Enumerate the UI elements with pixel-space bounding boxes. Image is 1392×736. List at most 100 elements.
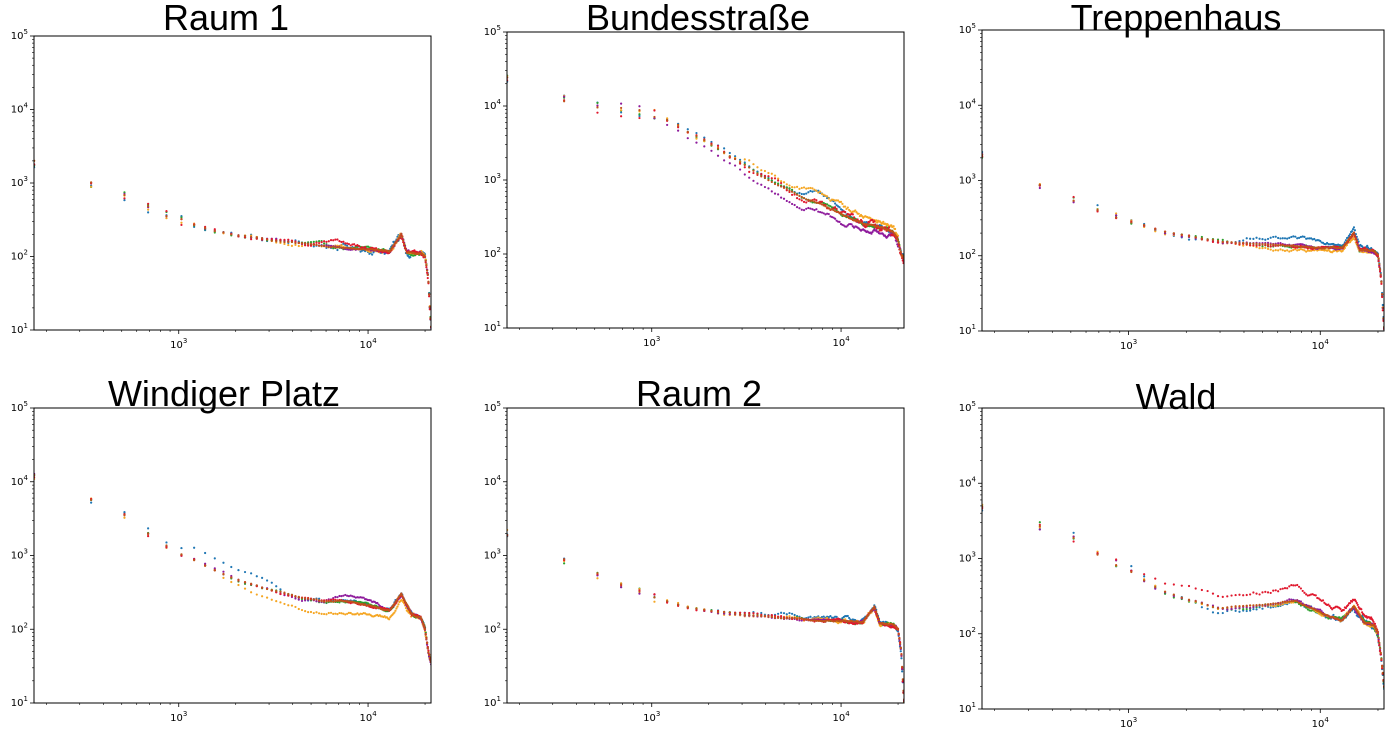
data-point [147,208,150,211]
data-point [1115,212,1118,215]
data-point [1269,591,1272,595]
data-point [1290,244,1293,247]
subplot-title: Windiger Platz [108,373,340,414]
data-point [315,243,318,247]
data-point [870,232,873,235]
data-point [1306,605,1309,609]
x-tick-label: 103 [170,710,187,724]
data-point [805,198,808,201]
data-point [1272,249,1275,252]
data-point [304,242,307,245]
data-point [1305,245,1308,248]
data-point [1306,249,1309,252]
data-point [805,618,808,621]
data-point [1249,242,1252,245]
data-point [403,242,406,245]
data-point [1381,309,1384,312]
data-point [1277,602,1280,605]
data-point [408,608,411,611]
data-point [834,206,837,209]
data-point [1230,605,1233,608]
data-point [819,211,822,214]
data-point [344,242,347,245]
data-point [677,126,680,129]
data-point [819,619,822,623]
data-point [1211,611,1215,614]
data-point [876,221,879,224]
data-point [390,248,393,251]
plot-frame [506,407,905,704]
data-point [1351,237,1355,241]
x-tick-label: 103 [643,335,660,349]
data-point [1245,609,1248,613]
data-point [1038,528,1041,531]
y-tick-label: 102 [11,621,28,635]
data-point [666,117,669,120]
data-point [294,243,297,247]
data-point [1283,244,1287,247]
data-point [826,203,829,206]
data-point [325,613,328,616]
data-point [325,240,328,243]
data-point [1281,603,1284,606]
data-point [790,193,794,196]
data-point [346,248,349,251]
data-point [777,616,780,619]
data-point [349,600,352,603]
data-point [1277,244,1280,247]
data-point [1211,592,1215,595]
y-tick-label: 101 [484,695,501,709]
data-point [1348,233,1352,236]
data-point [734,155,737,158]
data-point [800,619,803,622]
data-point [788,611,791,615]
data-point [855,211,858,214]
data-point [1358,613,1361,616]
data-point [1249,604,1252,607]
data-point [1372,620,1375,623]
plot-frame [33,35,432,331]
data-point [425,637,428,640]
data-point [1344,606,1348,610]
data-point [817,616,820,619]
data-point [300,244,304,248]
data-point [728,155,731,158]
data-point [743,166,746,169]
data-point [394,609,397,612]
data-point [1261,243,1264,246]
data-point [1305,250,1308,253]
data-point [347,611,351,614]
data-point [752,169,755,172]
data-point [362,596,365,599]
data-point [820,203,824,206]
data-point [406,604,409,607]
data-point [1187,238,1191,241]
data-point [1234,241,1237,244]
data-point [1258,606,1261,609]
data-point [782,181,786,184]
data-point [1221,611,1224,615]
data-point [1378,644,1381,647]
data-point [1313,237,1316,241]
data-point [1269,243,1272,246]
data-point [738,158,742,161]
data-point [275,589,278,593]
data-points [507,74,904,265]
data-point [346,599,349,603]
data-point [283,238,286,241]
data-point [1269,248,1272,251]
data-point [165,209,168,213]
data-point [770,615,773,619]
data-point [1252,237,1255,240]
data-point [349,594,352,597]
data-point [1172,593,1175,596]
data-point [1180,596,1183,599]
data-point [1221,240,1224,243]
data-point [250,591,253,594]
data-point [743,163,746,167]
data-point [760,173,763,176]
data-point [666,118,669,122]
data-point [1245,593,1248,597]
data-point [1130,565,1133,568]
